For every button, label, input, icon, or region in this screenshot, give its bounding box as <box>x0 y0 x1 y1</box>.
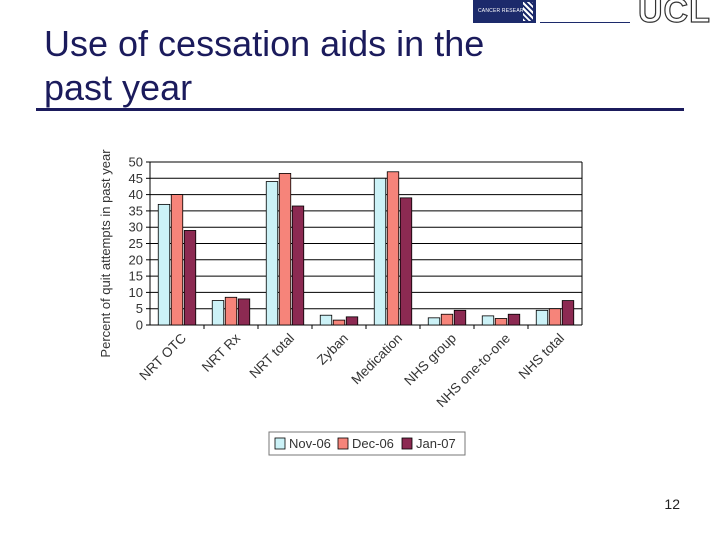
bar-dec-06 <box>170 194 184 326</box>
y-tick-label: 30 <box>129 220 143 235</box>
y-tick-label: 15 <box>129 269 143 284</box>
y-tick-label: 50 <box>129 155 143 170</box>
bar-jan-07 <box>345 316 359 326</box>
x-category-label: NRT total <box>247 331 298 382</box>
x-category-label: NRT Rx <box>199 330 243 374</box>
x-category-label: NHS group <box>401 331 459 389</box>
bar-jan-07 <box>507 313 521 326</box>
legend-swatch <box>337 437 349 450</box>
bar-nov-06 <box>535 309 549 326</box>
y-tick-label: 10 <box>129 285 143 300</box>
legend-box <box>268 431 466 456</box>
logo-divider <box>540 22 630 23</box>
x-category-label: NRT OTC <box>136 330 189 383</box>
bar-nov-06 <box>265 181 279 326</box>
y-tick-label: 40 <box>129 187 143 202</box>
legend-swatch <box>401 437 413 450</box>
bar-nov-06 <box>157 203 171 326</box>
x-category-label: NHS total <box>516 331 567 382</box>
page-number: 12 <box>664 496 680 512</box>
bar-dec-06 <box>440 313 454 326</box>
legend-swatch <box>274 437 286 450</box>
title-line-1: Use of cessation aids in the <box>44 23 485 64</box>
bar-jan-07 <box>291 205 305 326</box>
y-tick-label: 0 <box>136 318 143 333</box>
bar-dec-06 <box>494 318 508 326</box>
legend-label: Nov-06 <box>289 436 331 451</box>
x-category-label: Zyban <box>314 331 351 368</box>
bar-dec-06 <box>224 296 238 326</box>
bar-nov-06 <box>481 315 495 326</box>
x-category-label: Medication <box>348 331 405 388</box>
ucl-logo-text: UCL <box>637 0 711 26</box>
legend-label: Dec-06 <box>352 436 394 451</box>
bar-dec-06 <box>386 171 400 326</box>
bar-dec-06 <box>548 308 562 326</box>
bar-dec-06 <box>332 319 346 326</box>
title-line-2: past year <box>44 67 193 108</box>
bar-nov-06 <box>427 317 441 326</box>
y-tick-label: 45 <box>129 171 143 186</box>
title-underline <box>36 108 684 111</box>
y-axis-title: Percent of quit attempts in past year <box>98 149 113 358</box>
cancer-research-uk-logo: CANCER RESEARCH UK <box>473 0 536 23</box>
bar-jan-07 <box>399 197 413 326</box>
slide-title: Use of cessation aids in the past year <box>44 22 644 110</box>
bar-jan-07 <box>237 298 251 326</box>
bar-dec-06 <box>278 173 292 326</box>
cr-logo-mark <box>523 2 533 21</box>
y-tick-label: 5 <box>136 301 143 316</box>
y-tick-label: 20 <box>129 252 143 267</box>
bar-jan-07 <box>453 309 467 326</box>
ucl-logo: UCL <box>620 0 720 26</box>
bar-nov-06 <box>319 314 333 326</box>
bar-nov-06 <box>373 177 387 326</box>
bar-jan-07 <box>561 300 575 326</box>
legend-label: Jan-07 <box>416 436 456 451</box>
bar-nov-06 <box>211 300 225 326</box>
cr-logo-text: CANCER RESEARCH UK <box>478 8 532 14</box>
y-tick-label: 35 <box>129 203 143 218</box>
bar-jan-07 <box>183 230 197 326</box>
y-tick-label: 25 <box>129 236 143 251</box>
